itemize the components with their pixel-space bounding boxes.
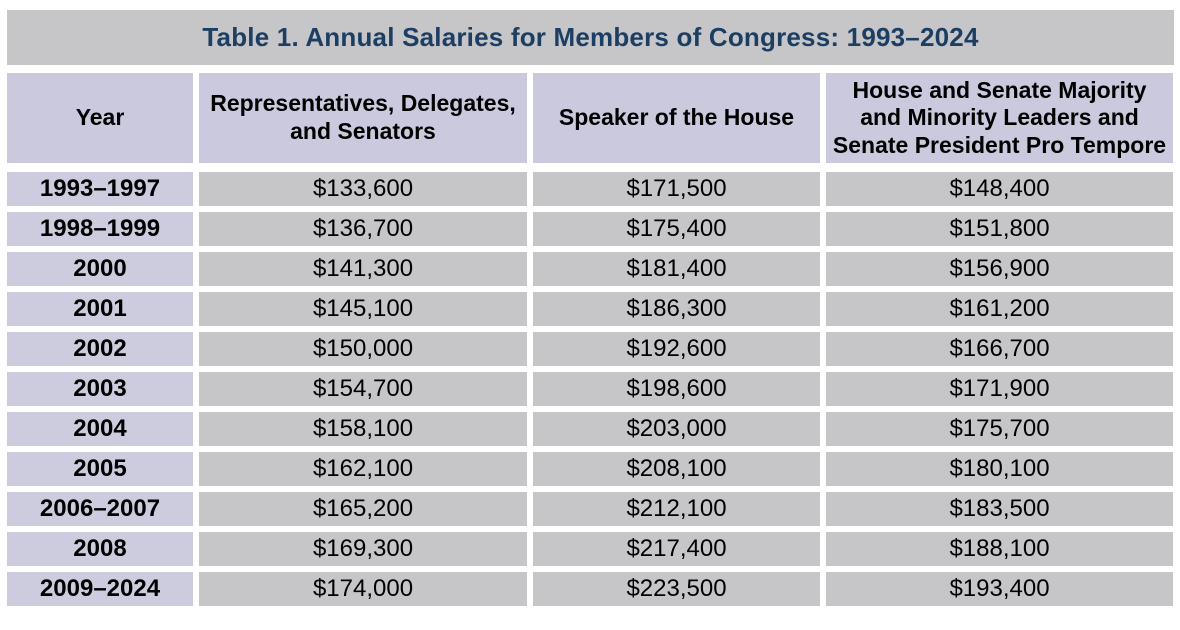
year-cell: 2002 xyxy=(7,332,193,366)
salary-cell: $169,300 xyxy=(199,532,527,566)
salary-cell: $192,600 xyxy=(533,332,820,366)
salary-cell: $186,300 xyxy=(533,292,820,326)
table-title-bar: Table 1. Annual Salaries for Members of … xyxy=(7,10,1174,65)
salary-cell: $212,100 xyxy=(533,492,820,526)
salary-cell: $145,100 xyxy=(199,292,527,326)
salary-cell: $183,500 xyxy=(826,492,1173,526)
salary-cell: $141,300 xyxy=(199,252,527,286)
salary-cell: $148,400 xyxy=(826,172,1173,206)
year-cell: 2000 xyxy=(7,252,193,286)
salary-cell: $193,400 xyxy=(826,572,1173,606)
year-cell: 2009–2024 xyxy=(7,572,193,606)
salary-table-header: Year Representatives, Delegates, and Sen… xyxy=(7,73,1173,163)
year-cell: 2001 xyxy=(7,292,193,326)
salary-cell: $158,100 xyxy=(199,412,527,446)
salary-cell: $203,000 xyxy=(533,412,820,446)
column-header-speaker: Speaker of the House xyxy=(533,73,820,163)
salary-cell: $180,100 xyxy=(826,452,1173,486)
salary-cell: $188,100 xyxy=(826,532,1173,566)
salary-cell: $171,900 xyxy=(826,372,1173,406)
salary-cell: $175,700 xyxy=(826,412,1173,446)
salary-table-body: 1993–1997 $133,600 $171,500 $148,400 199… xyxy=(7,172,1173,606)
salary-cell: $154,700 xyxy=(199,372,527,406)
salary-cell: $165,200 xyxy=(199,492,527,526)
column-header-representatives: Representatives, Delegates, and Senators xyxy=(199,73,527,163)
salary-cell: $171,500 xyxy=(533,172,820,206)
salary-cell: $150,000 xyxy=(199,332,527,366)
salary-cell: $174,000 xyxy=(199,572,527,606)
year-cell: 2005 xyxy=(7,452,193,486)
year-cell: 2004 xyxy=(7,412,193,446)
table-title: Table 1. Annual Salaries for Members of … xyxy=(202,22,979,52)
column-header-leaders: House and Senate Majority and Minority L… xyxy=(826,73,1173,163)
salary-cell: $217,400 xyxy=(533,532,820,566)
year-cell: 2003 xyxy=(7,372,193,406)
salary-cell: $223,500 xyxy=(533,572,820,606)
salary-cell: $208,100 xyxy=(533,452,820,486)
column-header-year: Year xyxy=(7,73,193,163)
year-cell: 2006–2007 xyxy=(7,492,193,526)
year-cell: 1998–1999 xyxy=(7,212,193,246)
salary-cell: $198,600 xyxy=(533,372,820,406)
year-cell: 1993–1997 xyxy=(7,172,193,206)
salary-cell: $161,200 xyxy=(826,292,1173,326)
salary-cell: $181,400 xyxy=(533,252,820,286)
salary-cell: $136,700 xyxy=(199,212,527,246)
salary-cell: $151,800 xyxy=(826,212,1173,246)
salary-cell: $156,900 xyxy=(826,252,1173,286)
year-cell: 2008 xyxy=(7,532,193,566)
salary-cell: $133,600 xyxy=(199,172,527,206)
salary-cell: $175,400 xyxy=(533,212,820,246)
salary-cell: $166,700 xyxy=(826,332,1173,366)
salary-cell: $162,100 xyxy=(199,452,527,486)
